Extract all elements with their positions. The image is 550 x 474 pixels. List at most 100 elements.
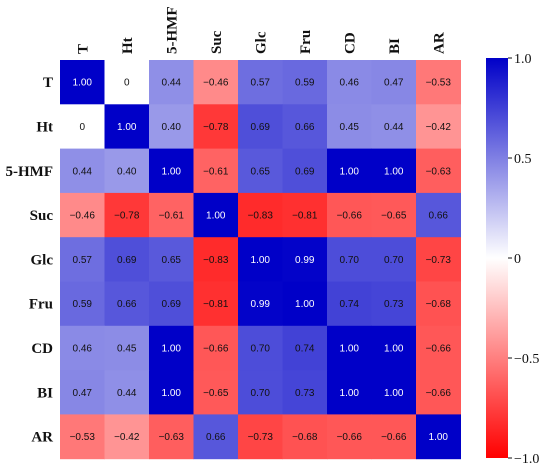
heatmap-cell: 0.65: [238, 148, 283, 194]
column-label-cd: CD: [342, 32, 358, 54]
heatmap-cell-fill: [282, 192, 328, 238]
heatmap-cell-label: 0.40: [162, 122, 182, 133]
heatmap-cell-fill: [282, 325, 328, 371]
colorbar-tick-label: 0.5: [514, 152, 532, 167]
column-label-t: T: [75, 44, 91, 54]
heatmap-cell-fill: [149, 414, 194, 460]
heatmap-cell: 1.00: [327, 370, 372, 415]
heatmap-cell: 0.47: [371, 60, 417, 105]
row-label-suc: Suc: [30, 208, 54, 224]
heatmap-cell-label: 0.70: [251, 388, 271, 399]
heatmap-cell-label: −0.66: [426, 343, 452, 354]
heatmap-cell-label: 1.00: [340, 388, 360, 399]
heatmap-cell-label: −0.53: [426, 78, 452, 89]
heatmap-cell-label: 1.00: [429, 432, 449, 443]
heatmap-cell: −0.66: [327, 192, 372, 238]
heatmap-cell-fill: [371, 192, 417, 238]
heatmap-cell-fill: [327, 104, 372, 150]
heatmap-cell: 0.66: [416, 192, 461, 238]
heatmap-cell: −0.78: [193, 104, 239, 150]
heatmap-cell-fill: [282, 237, 328, 282]
heatmap-cell: 0.59: [282, 60, 328, 105]
heatmap-cell-label: −0.68: [292, 432, 318, 443]
heatmap-cell-label: 0.99: [295, 255, 315, 266]
column-label-suc: Suc: [209, 30, 225, 54]
heatmap-cell: −0.63: [149, 414, 194, 460]
heatmap-cell-label: −0.83: [248, 211, 274, 222]
heatmap-cell-label: 0.66: [429, 211, 449, 222]
heatmap-cell-fill: [371, 414, 417, 460]
heatmap-cell: −0.66: [327, 414, 372, 460]
heatmap-cell-fill: [193, 60, 239, 105]
heatmap-cell: 0.74: [327, 281, 372, 327]
colorbar-tick-label: 1.0: [514, 52, 532, 67]
heatmap-cell: 1.00: [149, 325, 194, 371]
heatmap-cell: 0.40: [104, 148, 150, 194]
colorbar-tick-label: 0: [514, 252, 521, 267]
heatmap-cell-fill: [282, 281, 328, 327]
heatmap-cell-fill: [60, 148, 105, 194]
heatmap-cell-fill: [60, 237, 105, 282]
heatmap-cell: −0.46: [193, 60, 239, 105]
heatmap-cell: −0.83: [193, 237, 239, 282]
heatmap-cell-fill: [282, 414, 328, 460]
heatmap-cell: 0.44: [149, 60, 194, 105]
heatmap-cell-label: 0: [124, 78, 130, 89]
heatmap-cell: 0: [60, 104, 105, 150]
heatmap-cell-fill: [327, 237, 372, 282]
heatmap-cell-fill: [327, 414, 372, 460]
heatmap-cell: −0.65: [193, 370, 239, 415]
row-label-ht: Ht: [36, 119, 53, 135]
heatmap-cell-fill: [416, 414, 461, 460]
heatmap-cell-fill: [238, 237, 283, 282]
heatmap-cell-label: 0.47: [73, 388, 93, 399]
heatmap-cell: −0.78: [104, 192, 150, 238]
heatmap-cell-label: −0.73: [426, 255, 452, 266]
heatmap-cell-fill: [371, 281, 417, 327]
heatmap-cell-label: 0.66: [206, 432, 226, 443]
heatmap-cell-label: 0.66: [117, 299, 137, 310]
heatmap-cells: 1.00 0 0.44 −0.46 0.57 0.59 0.46 0.47 −0.53 0 1.00…: [60, 60, 461, 460]
heatmap-cell-label: 1.00: [73, 78, 93, 89]
heatmap-cell-label: 0.57: [251, 78, 271, 89]
heatmap-cell-fill: [416, 148, 461, 194]
heatmap-cell-label: 0.46: [340, 78, 360, 89]
heatmap-cell-fill: [416, 370, 461, 415]
heatmap-cell-label: 0.74: [340, 299, 360, 310]
heatmap-cell-label: 0.66: [295, 122, 315, 133]
heatmap-cell-label: 0.70: [340, 255, 360, 266]
heatmap-cell-fill: [60, 325, 105, 371]
heatmap-cell-fill: [60, 192, 105, 238]
row-label-cd: CD: [31, 341, 53, 357]
heatmap-cell-fill: [416, 192, 461, 238]
heatmap-cell: 1.00: [238, 237, 283, 282]
heatmap-cell-fill: [149, 60, 194, 105]
row-label-5-hmf: 5-HMF: [6, 164, 53, 180]
heatmap-cell: 1.00: [371, 325, 417, 371]
column-label-5-hmf: 5-HMF: [164, 7, 180, 54]
heatmap-cell: −0.61: [193, 148, 239, 194]
row-label-ar: AR: [31, 430, 53, 446]
heatmap-cell: 1.00: [371, 370, 417, 415]
heatmap-cell-label: 0.47: [384, 78, 404, 89]
heatmap-cell-fill: [104, 370, 150, 415]
heatmap-cell: 1.00: [193, 192, 239, 238]
colorbar-tick-label: −0.5: [514, 352, 539, 367]
heatmap-cell-label: 0.65: [162, 255, 182, 266]
heatmap-cell-label: 0: [79, 122, 85, 133]
heatmap-cell-fill: [60, 281, 105, 327]
column-label-bi: BI: [387, 38, 403, 54]
column-label-ht: Ht: [120, 37, 136, 54]
heatmap-cell: 0.44: [104, 370, 150, 415]
heatmap-cell: 0.65: [149, 237, 194, 282]
heatmap-cell-fill: [416, 104, 461, 150]
heatmap-cell-label: 1.00: [162, 166, 182, 177]
heatmap-cell: 0.47: [60, 370, 105, 415]
heatmap-cell-label: −0.53: [70, 432, 96, 443]
heatmap-cell: 1.00: [416, 414, 461, 460]
heatmap-cell: −0.83: [238, 192, 283, 238]
colorbar: 1.0 0.5 0 −0.5 −1.0: [486, 52, 539, 467]
heatmap-cell: −0.53: [60, 414, 105, 460]
heatmap-cell-label: −0.78: [203, 122, 229, 133]
heatmap-cell-fill: [238, 148, 283, 194]
